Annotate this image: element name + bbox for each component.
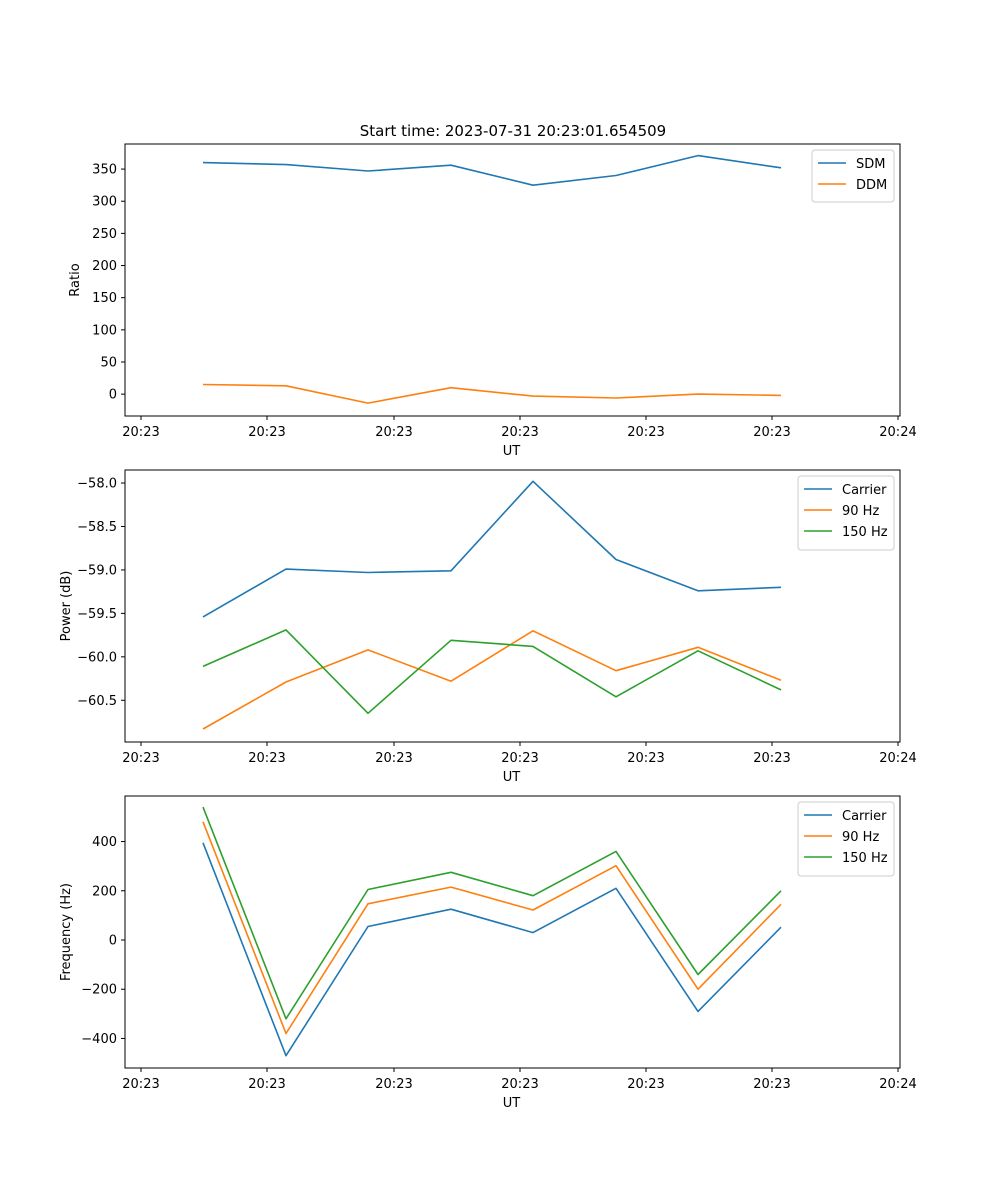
panel2-y-tick-label: 400	[92, 835, 117, 850]
panel2-y-tick-label: −400	[81, 1032, 117, 1047]
figure-title: Start time: 2023-07-31 20:23:01.654509	[360, 122, 666, 140]
panel2-legend-label: 90 Hz	[842, 830, 879, 845]
panel1-x-tick-label: 20:23	[375, 751, 412, 766]
panel2-series-line-90-hz	[202, 821, 782, 1035]
panel1-y-tick-label: −60.5	[77, 694, 117, 709]
panel1-x-tick-label: 20:23	[248, 751, 285, 766]
panel1-legend-label: Carrier	[842, 483, 887, 498]
panel0-x-tick-label: 20:24	[879, 425, 916, 440]
panel2-x-tick-label: 20:24	[879, 1077, 916, 1092]
panel1-x-tick-label: 20:24	[879, 751, 916, 766]
panel1-axes-frame	[124, 469, 901, 743]
panel2-legend-label: 150 Hz	[842, 851, 888, 866]
panel0-y-tick-label: 0	[109, 388, 117, 403]
panel2-axes-frame	[124, 795, 901, 1069]
panel2-series-line-150-hz	[202, 806, 782, 1020]
panel0-x-axis-label: UT	[503, 444, 521, 459]
panel2-x-tick-label: 20:23	[248, 1077, 285, 1092]
panel2-series-line-carrier	[202, 842, 782, 1057]
panel0-legend-label: SDM	[856, 157, 885, 172]
power-chart-panel: −58.0 −58.5 −59.0 −59.5 −60.0 −60.5 20:23 20:23…	[59, 469, 917, 785]
panel1-y-tick-label: −58.0	[77, 477, 117, 492]
panel0-series-line-ddm	[202, 383, 782, 404]
panel0-y-axis-label: Ratio	[68, 263, 83, 296]
panel2-y-tick-label: −200	[81, 983, 117, 998]
panel0-y-tick-label: 200	[92, 259, 117, 274]
panel2-x-tick-label: 20:23	[753, 1077, 790, 1092]
ratio-chart-panel: 0 50 100 150 200 250 300 350 20:23 20:23 20:23 20:2…	[68, 143, 917, 459]
panel0-y-tick-label: 150	[92, 291, 117, 306]
panel0-axes-frame	[124, 143, 901, 417]
panel2-x-tick-label: 20:23	[375, 1077, 412, 1092]
panel0-x-tick-label: 20:23	[122, 425, 159, 440]
panel2-x-axis-label: UT	[503, 1096, 521, 1111]
panel2-y-axis-label: Frequency (Hz)	[59, 883, 74, 981]
panel1-series-line-90-hz	[202, 629, 782, 730]
panel2-x-tick-label: 20:23	[627, 1077, 664, 1092]
panel2-y-tick-label: 0	[109, 934, 117, 949]
panel2-legend-label: Carrier	[842, 809, 887, 824]
panel0-x-tick-label: 20:23	[627, 425, 664, 440]
panel1-legend-label: 90 Hz	[842, 504, 879, 519]
panel0-y-tick-label: 250	[92, 227, 117, 242]
panel0-y-tick-label: 100	[92, 323, 117, 338]
panel1-y-tick-label: −59.5	[77, 607, 117, 622]
panel0-x-tick-label: 20:23	[248, 425, 285, 440]
panel0-y-tick-label: 300	[92, 195, 117, 210]
panel0-x-tick-label: 20:23	[501, 425, 538, 440]
panel1-series-line-carrier	[202, 480, 782, 618]
panel1-x-tick-label: 20:23	[122, 751, 159, 766]
panel2-y-tick-label: 200	[92, 884, 117, 899]
frequency-chart-panel: 400 200 0 −200 −400 20:23 20:23 20:23 20:23 20:23…	[59, 795, 917, 1111]
panel0-y-tick-label: 50	[100, 355, 117, 370]
panel1-series-line-150-hz	[202, 629, 782, 715]
panel0-y-tick-label: 350	[92, 163, 117, 178]
panel0-x-tick-label: 20:23	[375, 425, 412, 440]
panel1-x-tick-label: 20:23	[501, 751, 538, 766]
panel1-y-axis-label: Power (dB)	[59, 571, 74, 642]
panel1-y-tick-label: −58.5	[77, 520, 117, 535]
panel0-legend-label: DDM	[856, 178, 887, 193]
panel1-x-tick-label: 20:23	[627, 751, 664, 766]
panel1-legend-label: 150 Hz	[842, 525, 888, 540]
panel2-x-tick-label: 20:23	[501, 1077, 538, 1092]
panel2-x-tick-label: 20:23	[122, 1077, 159, 1092]
panel1-x-tick-label: 20:23	[753, 751, 790, 766]
panel0-x-tick-label: 20:23	[753, 425, 790, 440]
panel0-series-line-sdm	[202, 154, 782, 186]
panel1-y-tick-label: −60.0	[77, 650, 117, 665]
panel1-x-axis-label: UT	[503, 770, 521, 785]
panel1-y-tick-label: −59.0	[77, 563, 117, 578]
